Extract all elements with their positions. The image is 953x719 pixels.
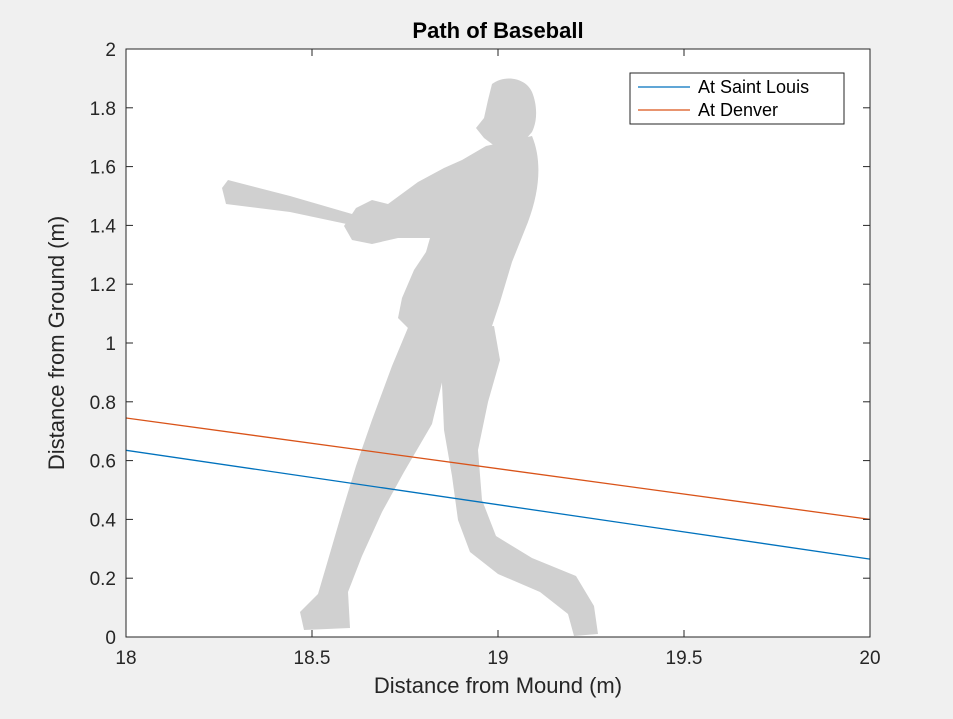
back-leg-shape xyxy=(440,326,598,636)
x-tick-label: 19.5 xyxy=(666,648,703,669)
y-tick-label: 1.4 xyxy=(90,216,117,237)
legend: At Saint Louis At Denver xyxy=(629,72,845,125)
legend-label-saint-louis: At Saint Louis xyxy=(698,77,809,97)
x-tick-label: 18 xyxy=(115,648,136,669)
series-line-at-denver xyxy=(125,417,871,521)
chart-title: Path of Baseball xyxy=(412,18,583,43)
y-tick-label: 2 xyxy=(105,40,116,61)
y-tick-label: 0.2 xyxy=(90,569,116,590)
legend-box xyxy=(629,72,845,125)
y-tick-label: 1.8 xyxy=(90,99,116,120)
head-shape xyxy=(476,78,537,150)
y-axis-ticks: 0 0.2 0.4 0.6 0.8 1 1.2 1.4 1.6 1.8 2 xyxy=(90,40,870,649)
y-tick-label: 1.2 xyxy=(90,275,116,296)
y-axis-label: Distance from Ground (m) xyxy=(44,216,69,470)
front-leg-shape xyxy=(300,318,450,630)
y-tick-label: 0.6 xyxy=(90,452,116,473)
y-tick-label: 1 xyxy=(105,334,116,355)
y-tick-label: 0.8 xyxy=(90,393,116,414)
y-tick-label: 0.4 xyxy=(90,510,117,531)
y-tick-label: 0 xyxy=(105,628,116,649)
legend-label-denver: At Denver xyxy=(698,100,778,120)
torso-shape xyxy=(344,136,539,344)
x-tick-label: 19 xyxy=(487,648,508,669)
batter-silhouette-image xyxy=(222,78,598,636)
y-tick-label: 1.6 xyxy=(90,158,116,179)
x-tick-label: 18.5 xyxy=(294,648,331,669)
bat-shape xyxy=(222,180,356,226)
x-tick-label: 20 xyxy=(859,648,880,669)
series-layer xyxy=(125,417,871,560)
series-line-at-saint-louis xyxy=(125,449,871,560)
x-axis-ticks: 18 18.5 19 19.5 20 xyxy=(115,49,881,669)
x-axis-label: Distance from Mound (m) xyxy=(374,673,622,698)
